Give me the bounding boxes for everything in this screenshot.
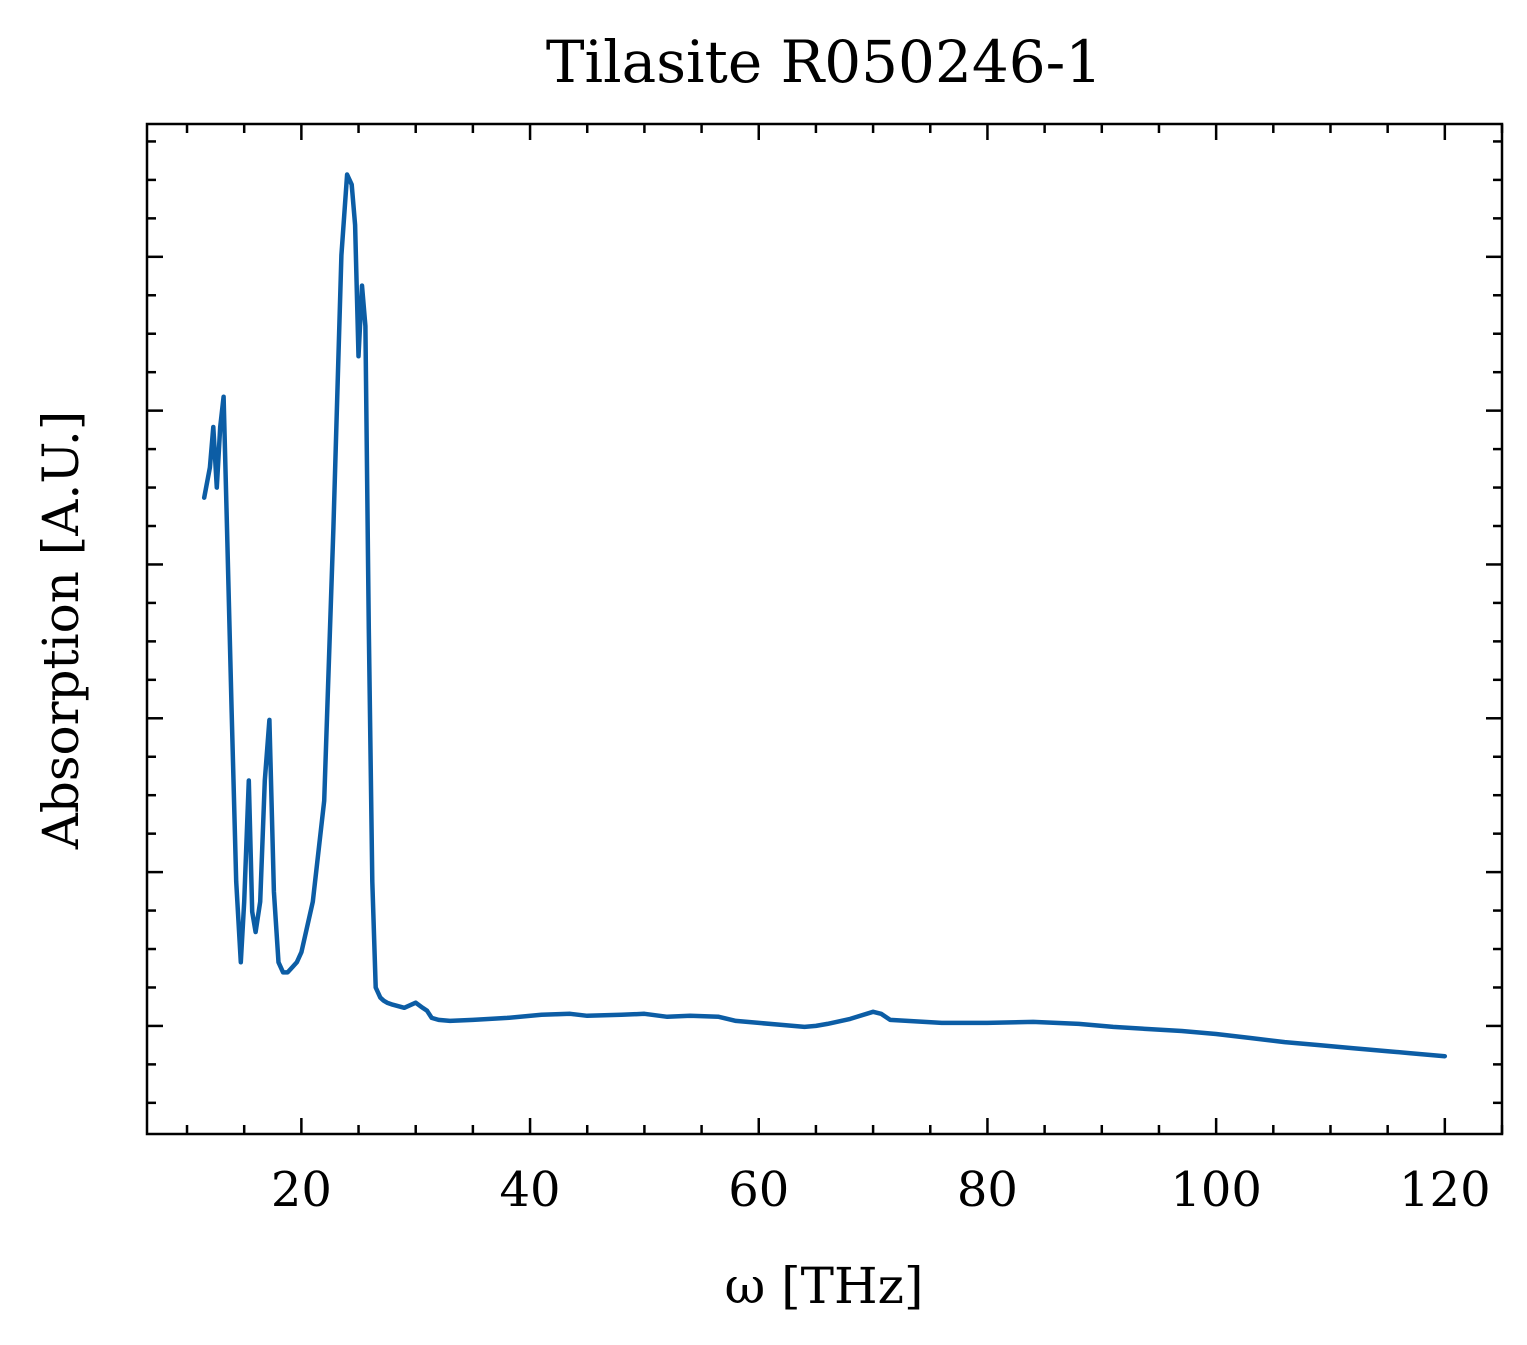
plot-frame [145, 122, 1504, 1136]
x-axis-label: ω [THz] [725, 1257, 924, 1315]
x-tick-labels: 20 40 60 80 100 120 [271, 1162, 1491, 1218]
x-tick-label: 60 [728, 1162, 789, 1218]
x-tick-label: 40 [500, 1162, 561, 1218]
x-tick-label: 20 [271, 1162, 332, 1218]
y-axis-label: Absorption [A.U.] [32, 411, 90, 851]
x-tick-label: 120 [1399, 1162, 1491, 1218]
axis-ticks [147, 124, 1504, 1134]
x-tick-label: 80 [957, 1162, 1018, 1218]
chart-title: Tilasite R050246-1 [546, 28, 1102, 96]
series-line [201, 172, 1448, 1059]
x-tick-label: 100 [1170, 1162, 1262, 1218]
